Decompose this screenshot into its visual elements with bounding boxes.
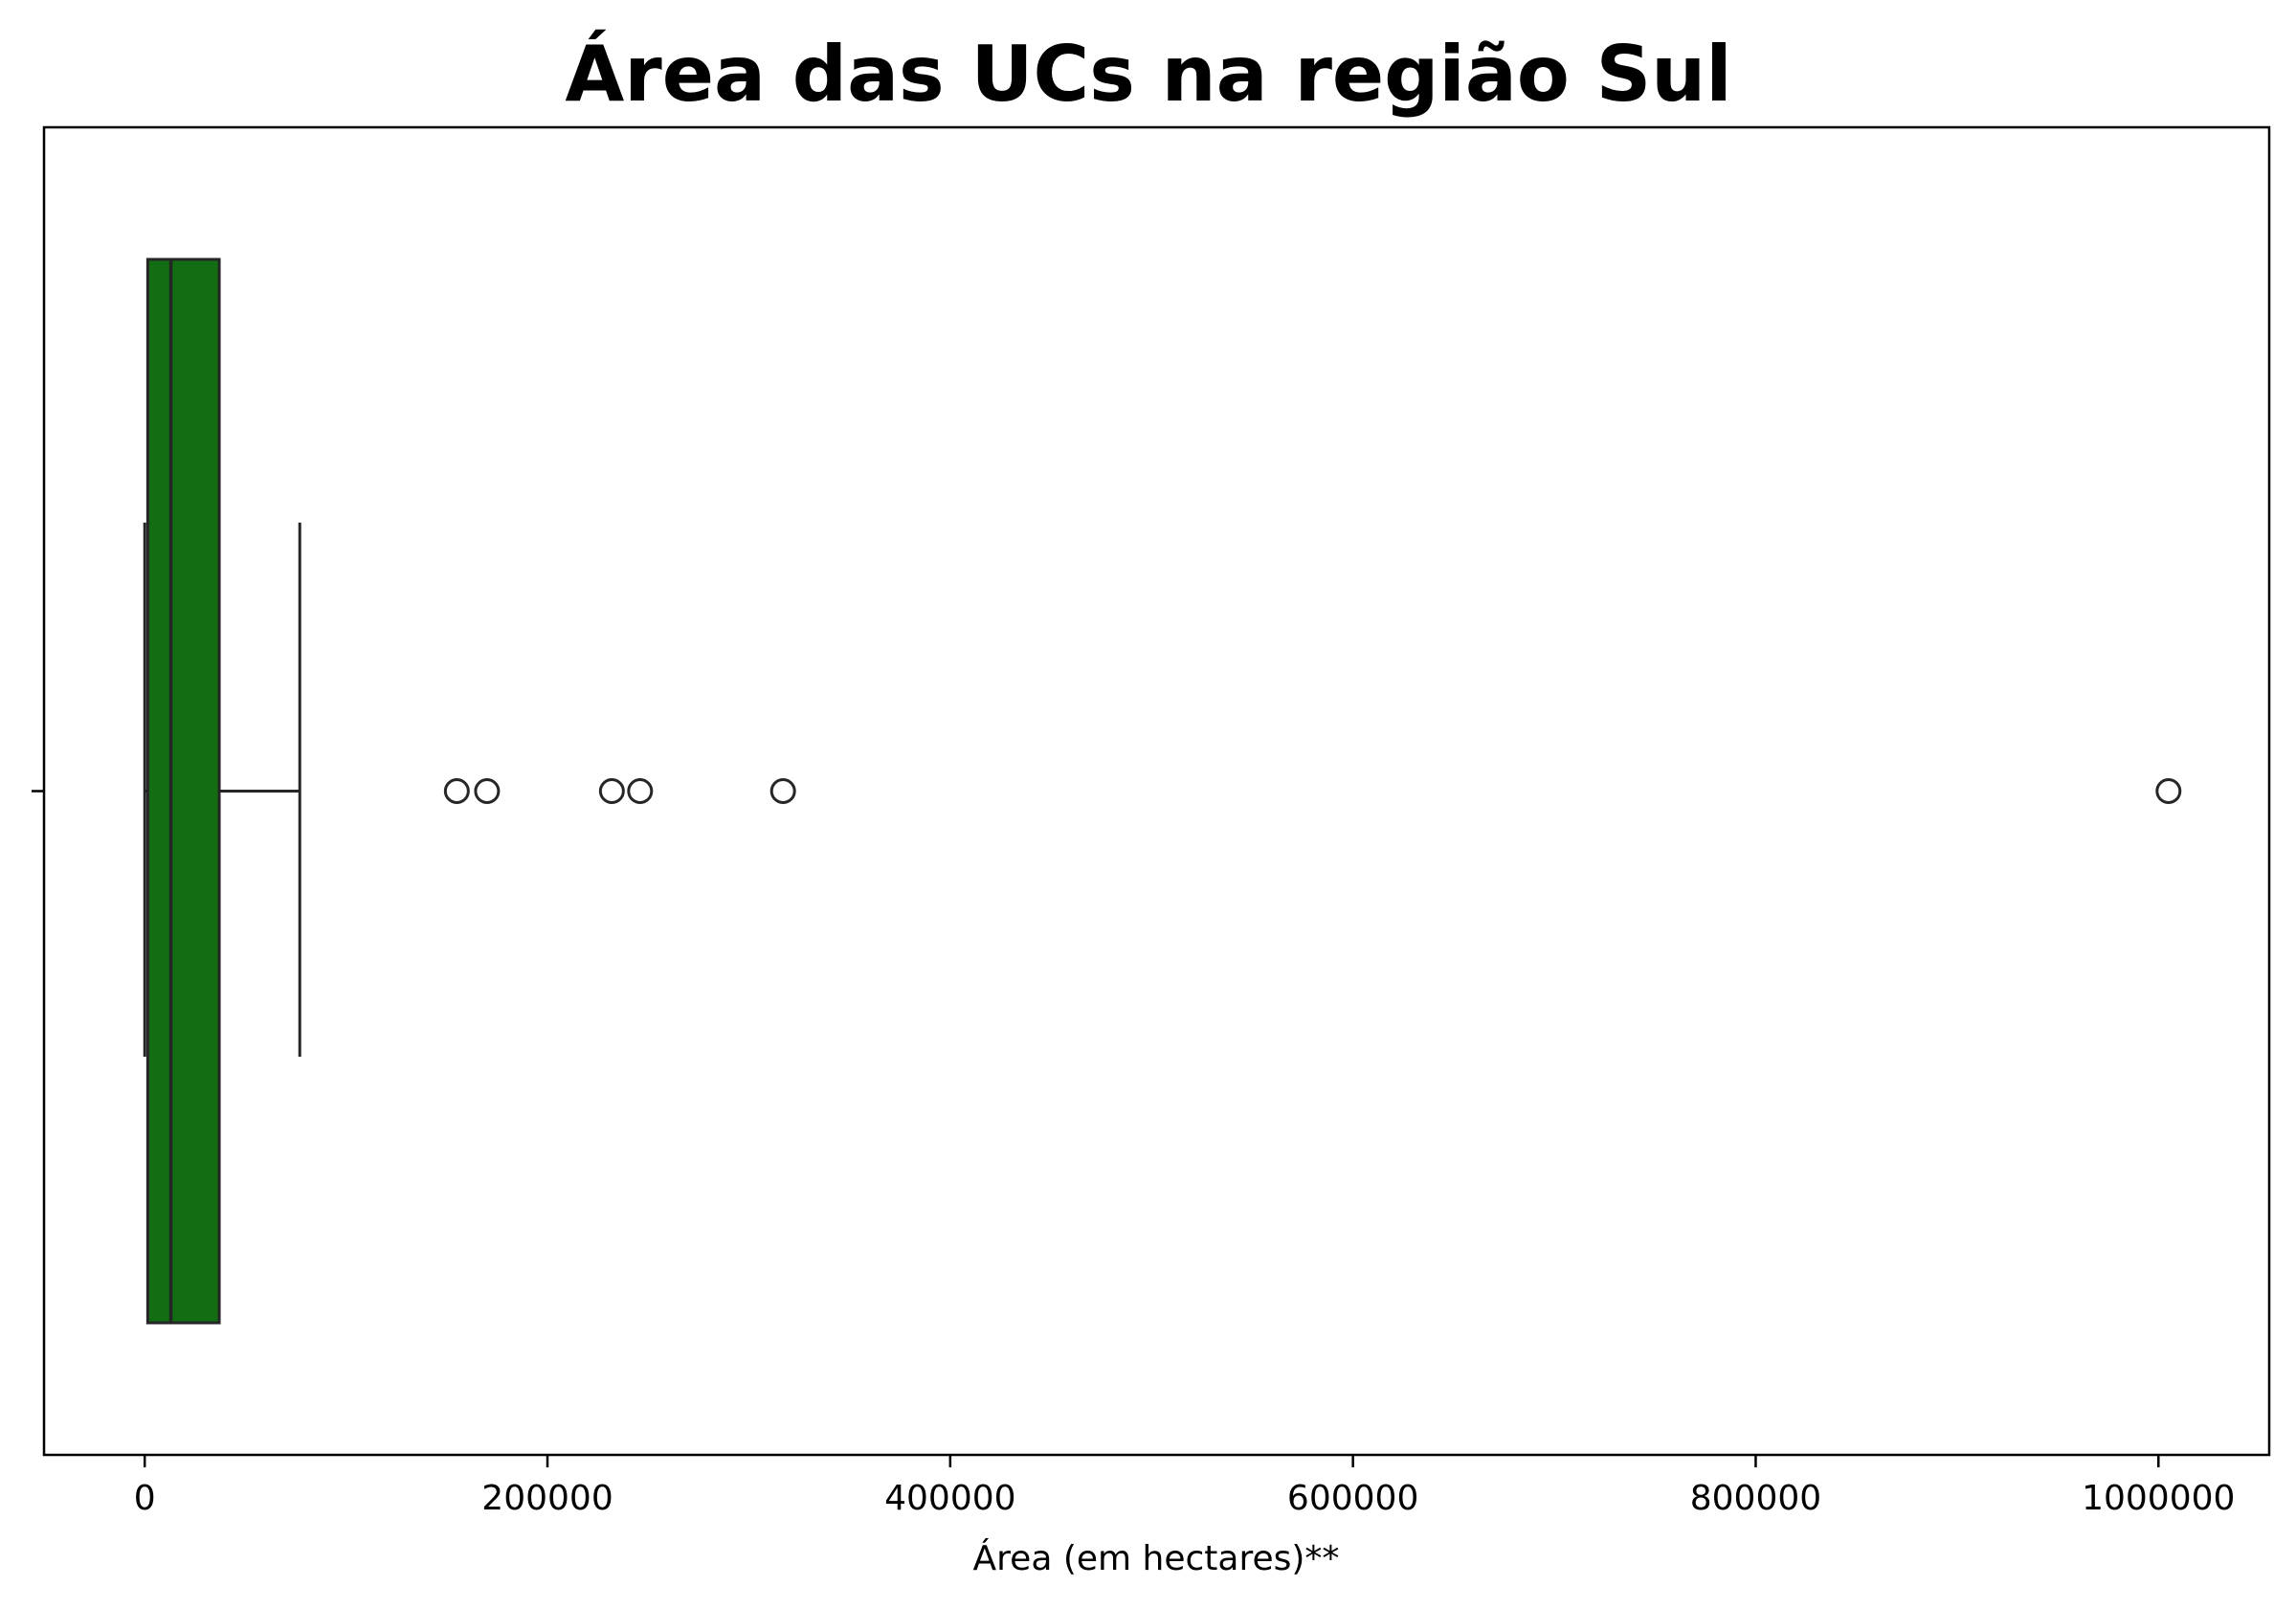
- iqr-box: [145, 257, 221, 1325]
- outlier-point-1: [474, 778, 501, 804]
- outlier-point-2: [598, 778, 625, 804]
- x-axis-label: Área (em hectares)**: [973, 1538, 1340, 1578]
- chart-marks: [143, 257, 2182, 1325]
- x-axis: 0 200000 400000 600000 800000 1000000: [32, 790, 2235, 1518]
- outlier-point-3: [627, 778, 654, 804]
- outlier-point-4: [769, 778, 796, 804]
- chart-title: Área das UCs na região Sul: [565, 29, 1731, 119]
- x-tick-label-3: 600000: [1287, 1479, 1418, 1518]
- plot-area: [42, 125, 2271, 1457]
- x-tick-label-4: 800000: [1690, 1479, 1821, 1518]
- x-tick-label-2: 400000: [884, 1479, 1015, 1518]
- x-tick-label-1: 200000: [481, 1479, 613, 1518]
- outlier-point-5: [2155, 778, 2182, 804]
- x-tick-label-5: 1000000: [2082, 1479, 2235, 1518]
- x-tick-label-0: 0: [134, 1479, 156, 1518]
- outlier-point-0: [443, 778, 470, 804]
